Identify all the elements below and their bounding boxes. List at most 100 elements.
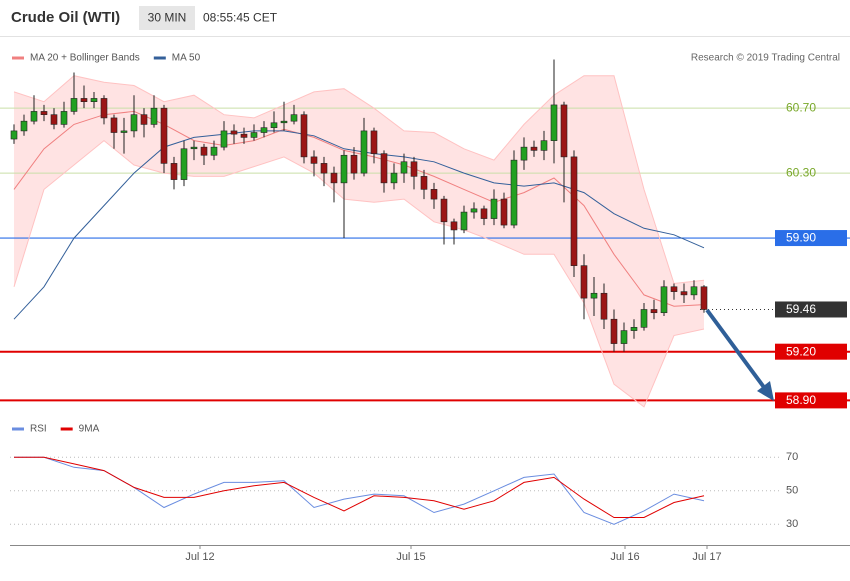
candle-body: [570, 156, 578, 266]
price-plot: 60.70 60.30 59.90 59.46 59.20 58.90 MA 20 + Bo…: [0, 53, 850, 409]
candle-body: [690, 286, 698, 296]
x-tick-label: Jul 15: [396, 551, 425, 563]
candle-body: [40, 111, 48, 115]
candle-body: [550, 104, 558, 141]
candle-body: [80, 98, 88, 102]
candle-body: [170, 163, 178, 180]
legend-label: MA 20 + Bollinger Bands: [30, 53, 140, 64]
band-lower: [13, 139, 705, 408]
x-tick-label: Jul 16: [610, 551, 639, 563]
clock: 08:55:45 CET: [203, 11, 278, 25]
candle-body: [380, 153, 388, 184]
level-label: 59.46: [786, 302, 816, 316]
legend-label: RSI: [30, 424, 47, 435]
candle-body: [430, 189, 438, 200]
candle-body: [60, 111, 68, 125]
candle-body: [220, 130, 228, 148]
candle-body: [450, 221, 458, 231]
candle-body: [680, 291, 688, 296]
candle-body: [360, 130, 368, 174]
level-label: 59.90: [786, 231, 816, 245]
candle-body: [20, 120, 28, 132]
candle-body: [530, 146, 538, 151]
credit: Research © 2019 Trading Central: [691, 53, 840, 64]
candle-body: [260, 127, 268, 133]
legend-label: MA 50: [172, 53, 201, 64]
x-tick-label: Jul 12: [185, 551, 214, 563]
candle-body: [480, 208, 488, 219]
candle-body: [460, 211, 468, 231]
rsi-tick-label: 70: [786, 451, 798, 463]
candle-body: [310, 156, 318, 164]
candle-body: [320, 163, 328, 174]
candle-body: [560, 104, 568, 158]
candle-body: [210, 146, 218, 156]
candle-body: [100, 98, 108, 119]
candle-body: [590, 292, 598, 299]
level-label-box: [775, 343, 847, 360]
candle-body: [440, 198, 448, 223]
candle-body: [50, 114, 58, 125]
candle-body: [160, 107, 168, 164]
candle-body: [660, 286, 668, 314]
candle-body: [110, 117, 118, 133]
candle-body: [670, 286, 678, 292]
candle-body: [640, 309, 648, 328]
candle-body: [700, 286, 708, 310]
x-tick-label: Jul 17: [692, 551, 721, 563]
candle-body: [410, 161, 418, 177]
forecast-arrow: [705, 308, 768, 392]
level-label: 58.90: [786, 393, 816, 407]
candle-body: [370, 130, 378, 154]
candle-body: [650, 309, 658, 314]
candle-body: [290, 114, 298, 122]
timeframe-box: [139, 6, 195, 30]
candle-body: [180, 148, 188, 180]
candle-body: [510, 159, 518, 226]
candle-body: [130, 114, 138, 132]
candle-body: [150, 107, 158, 125]
level-label: 60.70: [786, 100, 816, 114]
candle-body: [400, 161, 408, 174]
candle-body: [520, 146, 528, 161]
timeframe: 30 MIN: [148, 11, 187, 25]
forecast-arrowhead: [757, 381, 774, 401]
level-label-box: [775, 301, 847, 318]
candle-body: [230, 130, 238, 135]
candle-body: [200, 146, 208, 156]
candle-body: [90, 98, 98, 102]
rsi-line: [14, 456, 705, 518]
candle-body: [600, 292, 608, 320]
candle-body: [340, 154, 348, 184]
candle-body: [610, 318, 618, 344]
rsi-tick-label: 30: [786, 518, 798, 530]
level-label-box: [775, 230, 847, 247]
candle-body: [300, 114, 308, 158]
candle-body: [620, 330, 628, 344]
candle-body: [280, 120, 288, 124]
candle-body: [540, 140, 548, 151]
candle-body: [140, 114, 148, 125]
candle-body: [420, 176, 428, 190]
candle-body: [630, 327, 638, 331]
level-label: 59.20: [786, 344, 816, 358]
candle-body: [70, 98, 78, 112]
candle-body: [190, 146, 198, 150]
legend-label: 9MA: [79, 424, 100, 435]
rsi-panel: 70 50 30 RSI 9MA: [10, 424, 798, 530]
level-label: 60.30: [786, 165, 816, 179]
candle-body: [270, 122, 278, 128]
moving-average: [13, 130, 705, 320]
candle-body: [30, 111, 38, 122]
candle-body: [10, 130, 18, 140]
candle-body: [240, 133, 248, 138]
candle-body: [350, 154, 358, 174]
rsi-tick-label: 50: [786, 485, 798, 497]
candle-body: [500, 198, 508, 226]
candle-body: [390, 172, 398, 184]
candle-body: [470, 208, 478, 213]
candle-body: [250, 132, 258, 138]
band-upper: [13, 75, 705, 285]
level-label-box: [775, 392, 847, 409]
